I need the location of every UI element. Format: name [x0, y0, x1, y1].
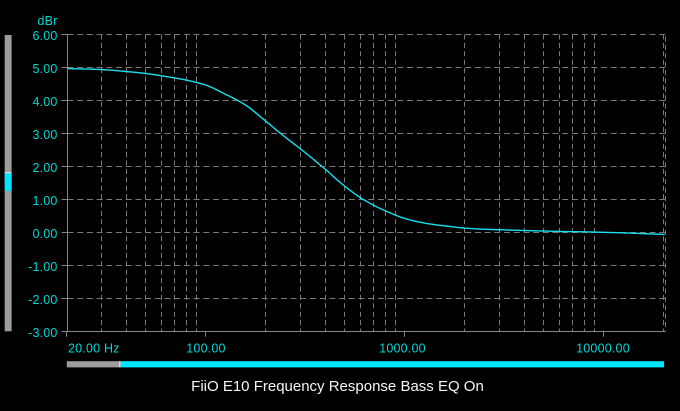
svg-text:1.00: 1.00 [32, 194, 57, 208]
svg-text:-3.00: -3.00 [28, 326, 58, 340]
svg-text:6.00: 6.00 [32, 29, 57, 43]
svg-text:dBr: dBr [37, 14, 57, 28]
svg-text:2.00: 2.00 [32, 161, 57, 175]
svg-text:FiiO E10 Frequency Response Ba: FiiO E10 Frequency Response Bass EQ On [191, 378, 484, 395]
svg-text:100.00: 100.00 [186, 342, 225, 356]
svg-text:0.00: 0.00 [32, 227, 57, 241]
svg-text:-2.00: -2.00 [28, 293, 58, 307]
svg-text:20.00 Hz: 20.00 Hz [68, 342, 120, 356]
svg-text:5.00: 5.00 [32, 62, 57, 76]
svg-text:1000.00: 1000.00 [379, 342, 426, 356]
svg-text:-1.00: -1.00 [28, 260, 58, 274]
svg-text:4.00: 4.00 [32, 95, 57, 109]
svg-text:10000.00: 10000.00 [576, 342, 630, 356]
svg-text:3.00: 3.00 [32, 128, 57, 142]
